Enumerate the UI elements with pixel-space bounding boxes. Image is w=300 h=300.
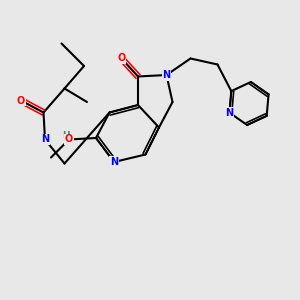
Text: N: N <box>162 70 171 80</box>
Text: N: N <box>110 157 118 167</box>
Text: O: O <box>17 95 25 106</box>
Text: N: N <box>225 108 233 118</box>
Text: N: N <box>41 134 49 145</box>
Text: O: O <box>117 53 126 64</box>
Text: H: H <box>62 130 70 140</box>
Text: O: O <box>65 134 73 145</box>
